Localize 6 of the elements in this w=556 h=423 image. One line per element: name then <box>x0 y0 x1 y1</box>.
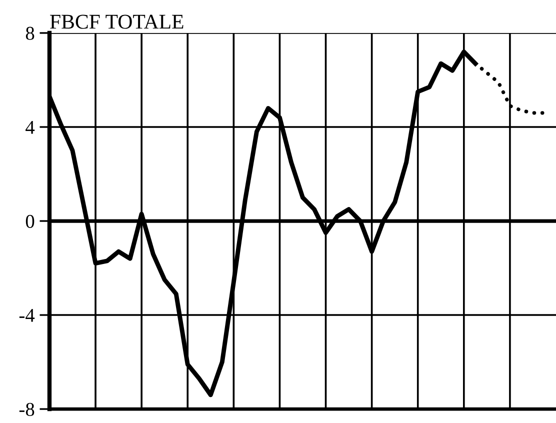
y-tick-label: 4 <box>26 120 35 134</box>
y-tick-label: 0 <box>26 214 34 228</box>
y-tick-label: -4 <box>19 308 35 322</box>
chart-title: FBCF TOTALE <box>50 14 184 29</box>
y-tick-label: 8 <box>26 26 34 40</box>
y-tick-label: -8 <box>19 402 34 416</box>
